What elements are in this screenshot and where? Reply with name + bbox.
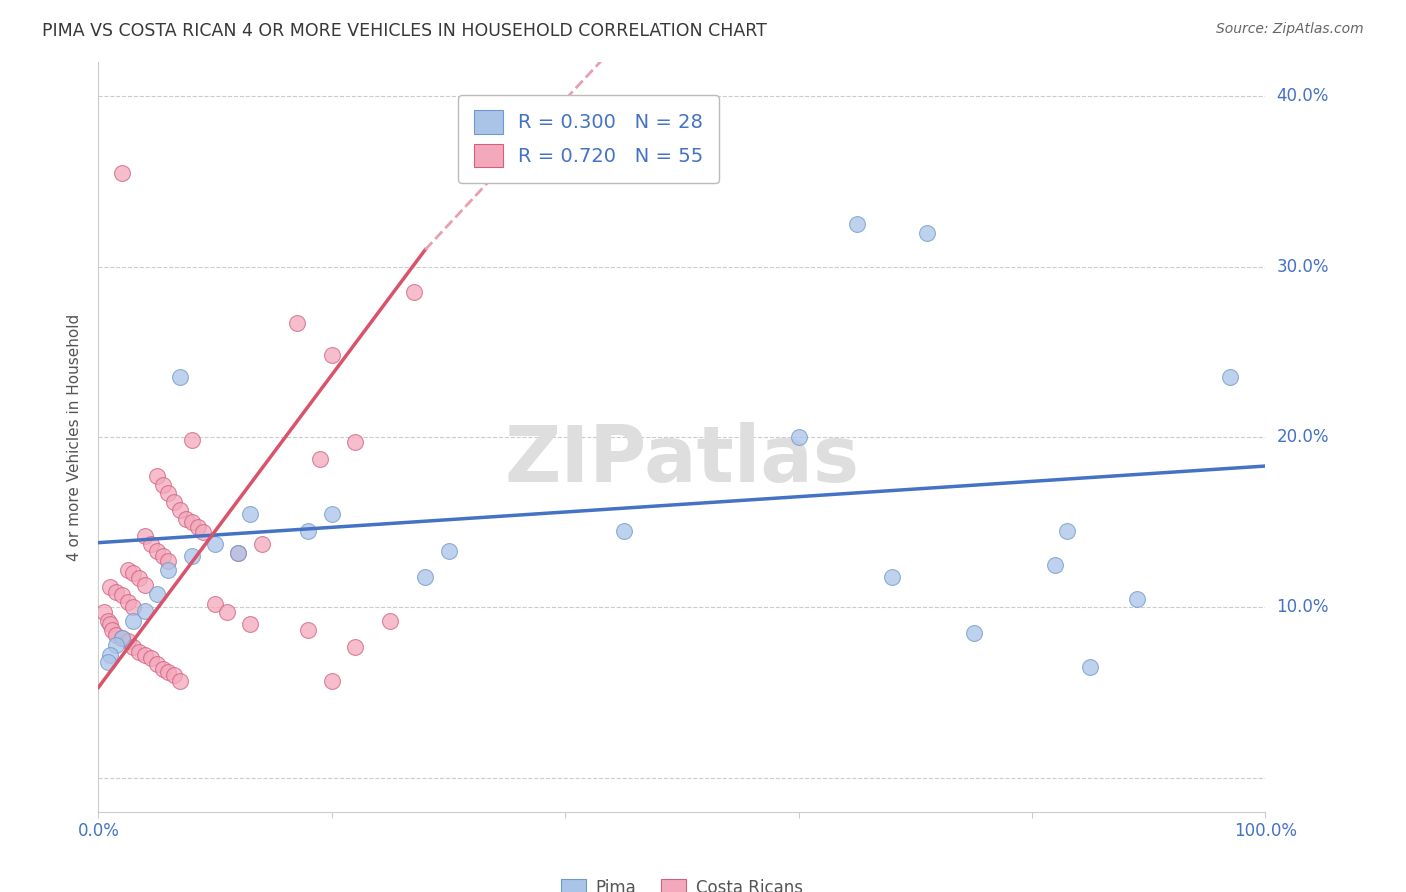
Point — [128, 571, 150, 585]
Point — [787, 430, 810, 444]
Point — [204, 597, 226, 611]
Point — [285, 316, 308, 330]
Point — [157, 563, 180, 577]
Point — [98, 580, 121, 594]
Point — [111, 589, 134, 603]
Point — [239, 617, 262, 632]
Point — [122, 600, 145, 615]
Point — [187, 520, 209, 534]
Point — [613, 524, 636, 538]
Point — [239, 507, 262, 521]
Point — [1056, 524, 1078, 538]
Point — [846, 217, 869, 231]
Point — [146, 544, 169, 558]
Text: 40.0%: 40.0% — [1277, 87, 1329, 105]
Point — [250, 537, 273, 551]
Point — [180, 549, 202, 564]
Point — [380, 614, 402, 628]
Text: 20.0%: 20.0% — [1277, 428, 1329, 446]
Point — [146, 657, 169, 671]
Point — [101, 623, 124, 637]
Point — [180, 434, 202, 448]
Point — [309, 452, 332, 467]
Point — [139, 651, 162, 665]
Point — [204, 537, 226, 551]
Point — [402, 285, 425, 300]
Text: ZIPatlas: ZIPatlas — [505, 422, 859, 498]
Point — [1126, 591, 1149, 606]
Point — [169, 370, 191, 384]
Point — [321, 673, 343, 688]
Point — [117, 595, 139, 609]
Point — [1080, 660, 1102, 674]
Point — [134, 529, 156, 543]
Point — [880, 570, 903, 584]
Point — [104, 627, 127, 641]
Point — [134, 604, 156, 618]
Y-axis label: 4 or more Vehicles in Household: 4 or more Vehicles in Household — [67, 313, 83, 561]
Point — [193, 525, 215, 540]
Point — [104, 638, 127, 652]
Point — [157, 665, 180, 679]
Point — [111, 631, 134, 645]
Text: Source: ZipAtlas.com: Source: ZipAtlas.com — [1216, 22, 1364, 37]
Point — [962, 626, 984, 640]
Point — [344, 435, 367, 450]
Point — [215, 606, 238, 620]
Point — [134, 578, 156, 592]
Point — [297, 524, 319, 538]
Point — [122, 566, 145, 581]
Point — [117, 563, 139, 577]
Point — [169, 673, 191, 688]
Point — [180, 515, 202, 529]
Point — [139, 537, 162, 551]
Point — [163, 668, 186, 682]
Point — [97, 614, 120, 628]
Point — [122, 614, 145, 628]
Text: 10.0%: 10.0% — [1277, 599, 1329, 616]
Point — [157, 486, 180, 500]
Point — [152, 549, 174, 564]
Point — [297, 623, 319, 637]
Point — [321, 348, 343, 362]
Text: PIMA VS COSTA RICAN 4 OR MORE VEHICLES IN HOUSEHOLD CORRELATION CHART: PIMA VS COSTA RICAN 4 OR MORE VEHICLES I… — [42, 22, 768, 40]
Point — [97, 655, 120, 669]
Point — [146, 469, 169, 483]
Text: 30.0%: 30.0% — [1277, 258, 1329, 276]
Point — [915, 226, 938, 240]
Point — [122, 640, 145, 654]
Point — [321, 507, 343, 521]
Point — [111, 166, 134, 180]
Point — [344, 640, 367, 654]
Point — [228, 546, 250, 560]
Point — [169, 503, 191, 517]
Point — [117, 634, 139, 648]
Point — [174, 512, 197, 526]
Point — [111, 631, 134, 645]
Point — [146, 587, 169, 601]
Legend: Pima, Costa Ricans: Pima, Costa Ricans — [554, 872, 810, 892]
Point — [413, 570, 436, 584]
Point — [228, 546, 250, 560]
Point — [98, 617, 121, 632]
Point — [157, 554, 180, 568]
Point — [1219, 370, 1241, 384]
Point — [437, 544, 460, 558]
Point — [128, 645, 150, 659]
Point — [152, 477, 174, 491]
Point — [152, 662, 174, 676]
Point — [1045, 558, 1067, 572]
Point — [93, 606, 115, 620]
Point — [163, 495, 186, 509]
Point — [98, 648, 121, 662]
Point — [134, 648, 156, 662]
Point — [104, 585, 127, 599]
